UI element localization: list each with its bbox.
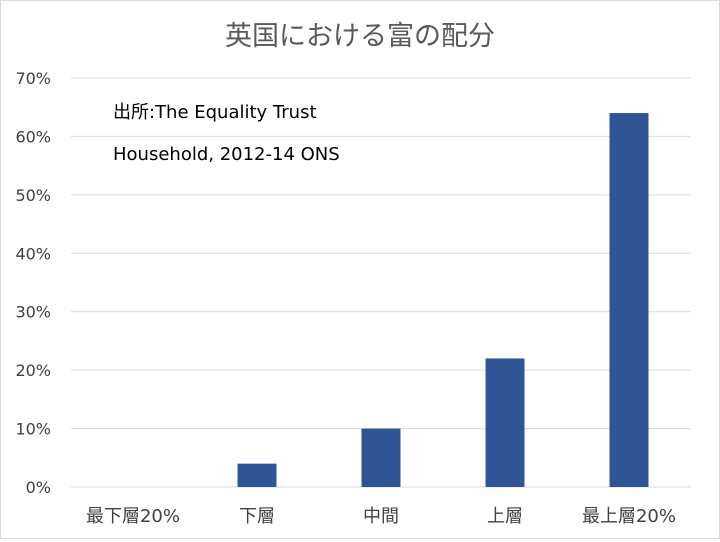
x-tick-label: 下層 [239,506,275,527]
source-annotation-line2: Household, 2012-14 ONS [113,144,340,165]
y-tick-label: 30% [15,303,51,322]
gridlines [71,77,691,488]
y-axis-tick-labels: 0% 10% 20% 30% 40% 50% 60% 70% [15,69,51,497]
x-tick-label: 最下層20% [86,506,180,527]
chart-title: 英国における富の配分 [225,21,495,52]
y-tick-label: 70% [15,69,51,88]
x-axis-tick-labels: 最下層20% 下層 中間 上層 最上層20% [86,506,676,527]
y-tick-label: 20% [15,361,51,380]
x-tick-label: 中間 [363,506,399,527]
y-tick-label: 50% [15,186,51,205]
bar [485,358,525,487]
x-tick-label: 上層 [487,506,523,527]
y-tick-label: 10% [15,420,51,439]
bar [609,113,649,488]
y-tick-label: 60% [15,127,51,146]
bar [237,463,277,487]
source-annotation-line1: 出所:The Equality Trust [113,102,317,123]
y-tick-label: 40% [15,244,51,263]
bars [237,113,649,488]
x-tick-label: 最上層20% [582,506,676,527]
y-tick-label: 0% [26,478,51,497]
bar [361,428,401,487]
